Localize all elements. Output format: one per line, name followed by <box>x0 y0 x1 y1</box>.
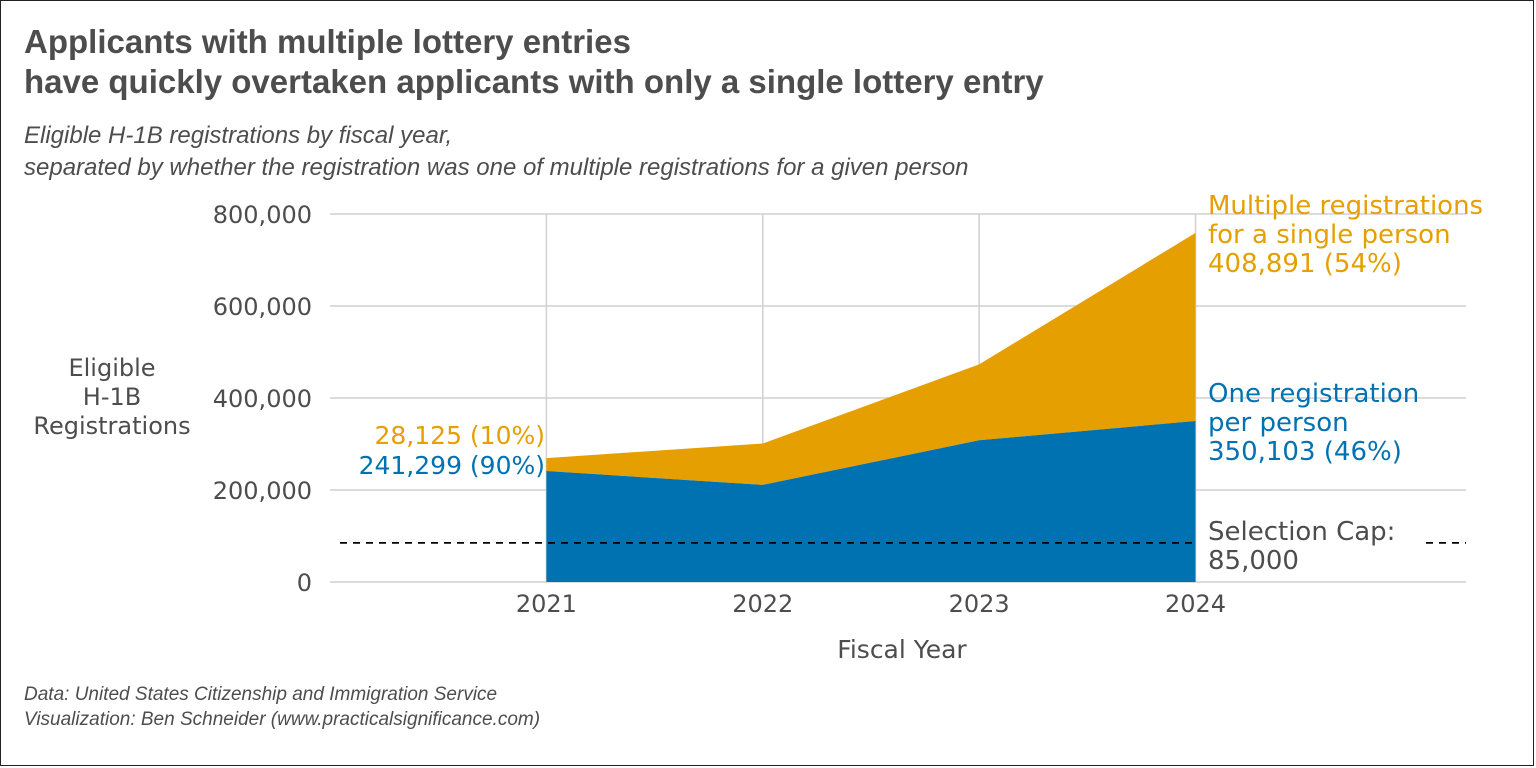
y-axis-title: H-1B <box>83 383 141 411</box>
end-label-multiple: for a single person <box>1208 220 1451 250</box>
end-label-one: One registration <box>1208 379 1419 409</box>
x-tick-label: 2022 <box>732 590 793 618</box>
y-axis-title: Registrations <box>33 412 190 440</box>
end-label-one: per person <box>1208 408 1349 438</box>
y-tick-label: 600,000 <box>213 293 312 321</box>
subtitle-line-2: separated by whether the registration wa… <box>24 154 969 181</box>
title-line-1: Applicants with multiple lottery entries <box>24 23 631 60</box>
y-axis-title: Eligible <box>68 354 155 382</box>
y-tick-label: 0 <box>297 569 312 597</box>
caption-credit: Visualization: Ben Schneider (www.practi… <box>24 709 541 730</box>
selection-cap-label: Selection Cap: <box>1208 517 1395 547</box>
selection-cap-value: 85,000 <box>1208 546 1299 576</box>
start-label-one: 241,299 (90%) <box>359 451 545 480</box>
end-label-multiple: Multiple registrations <box>1208 191 1483 221</box>
chart-caption: Data: United States Citizenship and Immi… <box>24 682 924 732</box>
chart-title: Applicants with multiple lottery entries… <box>24 22 1424 102</box>
area-multiple-registrations <box>546 232 1196 485</box>
start-label-multiple: 28,125 (10%) <box>375 421 546 450</box>
y-tick-label: 200,000 <box>213 477 312 505</box>
y-tick-label: 400,000 <box>213 385 312 413</box>
x-tick-label: 2021 <box>516 590 577 618</box>
title-line-2: have quickly overtaken applicants with o… <box>24 63 1044 100</box>
y-tick-label: 800,000 <box>213 201 312 229</box>
subtitle-line-1: Eligible H-1B registrations by fiscal ye… <box>24 122 453 149</box>
caption-source: Data: United States Citizenship and Immi… <box>24 684 498 705</box>
x-tick-label: 2023 <box>949 590 1010 618</box>
x-tick-label: 2024 <box>1165 590 1226 618</box>
chart-subtitle: Eligible H-1B registrations by fiscal ye… <box>24 120 1324 184</box>
end-label-multiple: 408,891 (54%) <box>1208 249 1402 279</box>
area-one-registration <box>546 421 1196 582</box>
end-label-one: 350,103 (46%) <box>1208 437 1402 467</box>
x-axis-title: Fiscal Year <box>837 635 967 664</box>
